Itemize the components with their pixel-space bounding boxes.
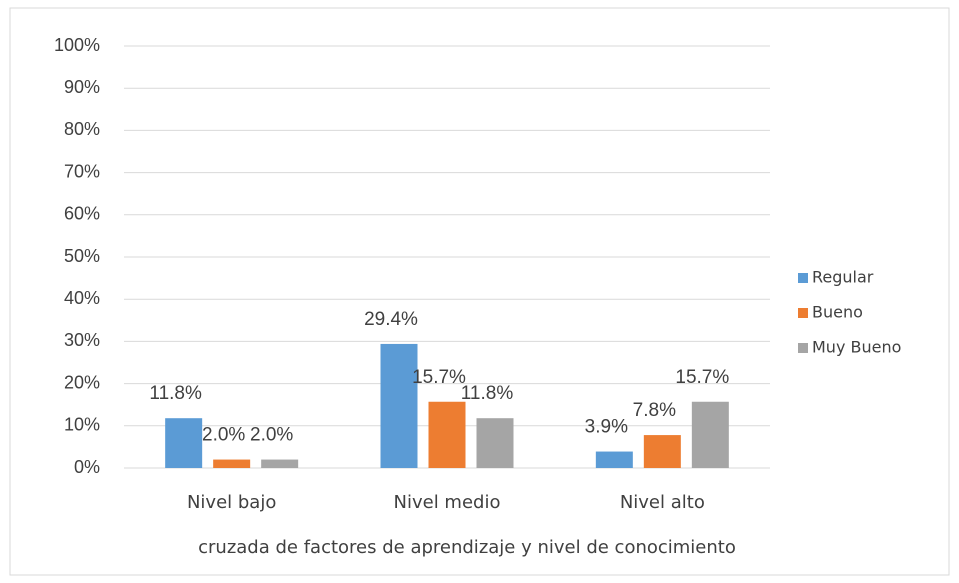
bar — [476, 418, 514, 468]
legend-label: Muy Bueno — [812, 338, 901, 357]
legend-swatch — [798, 273, 808, 283]
bar — [380, 343, 418, 468]
bar — [165, 418, 203, 468]
chart-frame — [9, 7, 950, 576]
y-tick-label: 20% — [64, 372, 100, 392]
data-label: 7.8% — [633, 400, 676, 421]
y-tick-label: 10% — [64, 415, 100, 435]
bar — [595, 451, 633, 468]
bar — [691, 401, 729, 468]
y-tick-label: 50% — [64, 246, 100, 266]
y-tick-label: 80% — [64, 119, 100, 139]
y-tick-label: 90% — [64, 77, 100, 97]
data-label: 2.0% — [202, 425, 245, 446]
x-tick-label: Nivel medio — [394, 492, 501, 513]
data-label: 2.0% — [250, 425, 293, 446]
y-tick-label: 60% — [64, 204, 100, 224]
bar — [643, 435, 681, 468]
x-tick-label: Nivel bajo — [187, 492, 276, 513]
y-tick-label: 30% — [64, 330, 100, 350]
legend-label: Bueno — [812, 303, 863, 322]
legend-swatch — [798, 343, 808, 353]
x-tick-label: Nivel alto — [620, 492, 705, 513]
x-axis-title: cruzada de factores de aprendizaje y niv… — [198, 537, 736, 558]
legend-label: Regular — [812, 268, 874, 287]
y-tick-label: 100% — [54, 35, 100, 55]
bar — [261, 459, 299, 468]
data-label: 15.7% — [675, 367, 729, 388]
data-label: 11.8% — [149, 383, 202, 404]
bar — [428, 401, 466, 468]
y-tick-label: 70% — [64, 161, 100, 181]
data-label: 11.8% — [461, 383, 514, 404]
bar — [213, 459, 251, 468]
y-tick-label: 0% — [74, 457, 100, 477]
data-label: 15.7% — [412, 367, 466, 388]
y-tick-label: 40% — [64, 288, 100, 308]
data-label: 29.4% — [364, 309, 418, 330]
data-label: 3.9% — [585, 417, 628, 438]
legend-swatch — [798, 308, 808, 318]
